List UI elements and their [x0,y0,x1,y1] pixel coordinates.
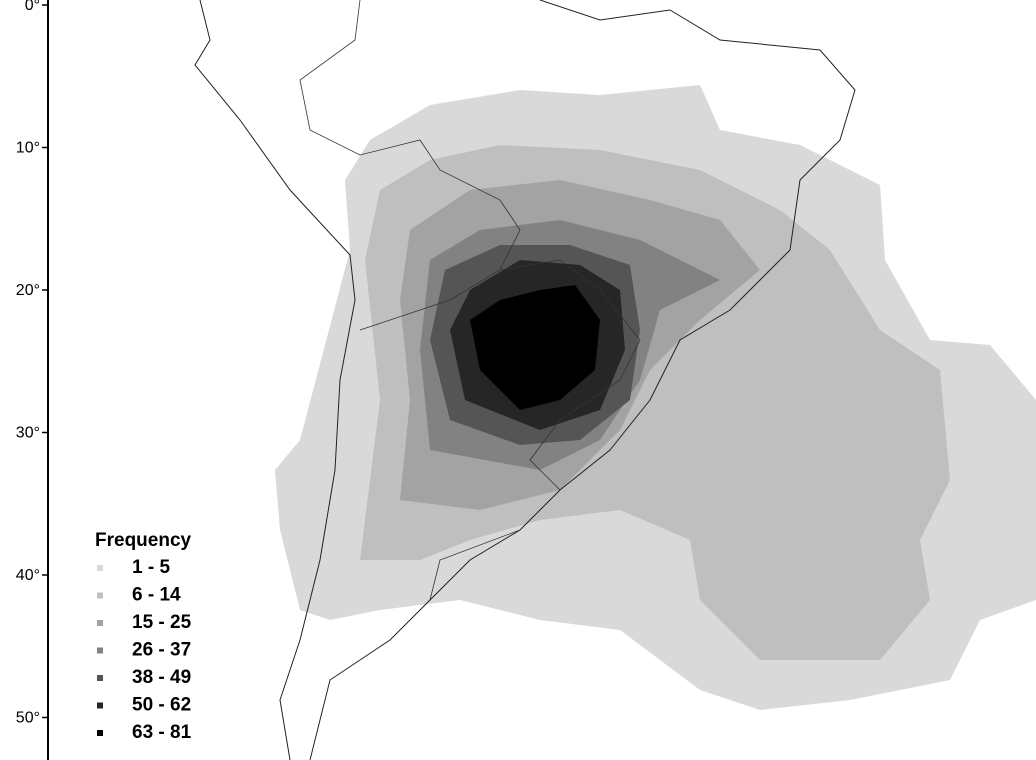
legend-swatch [97,730,103,736]
legend-swatch [97,565,103,571]
legend-swatch [97,702,103,709]
tick-label: 40° [16,567,40,584]
legend-label: 15 - 25 [132,612,192,633]
legend-label: 50 - 62 [132,695,191,716]
legend-swatch [97,647,103,654]
tick-label: 10° [16,140,40,157]
legend-swatch [97,620,103,626]
legend-label: 6 - 14 [132,585,181,606]
legend-swatch [97,675,103,681]
legend-title: Frequency [95,530,192,551]
legend-label: 38 - 49 [132,667,191,688]
tick-label: 20° [16,282,40,299]
legend-label: 1 - 5 [132,557,170,578]
zone [470,285,600,410]
tick-label: 50° [16,710,40,727]
legend-label: 26 - 37 [132,640,191,661]
borders [299,0,641,601]
coastline [194,0,856,760]
legend-label: 63 - 81 [132,722,192,743]
frequency-zones [275,85,1036,710]
legend-swatch [97,592,103,599]
tick-label: 0° [25,0,40,14]
tick-label: 30° [16,425,40,442]
